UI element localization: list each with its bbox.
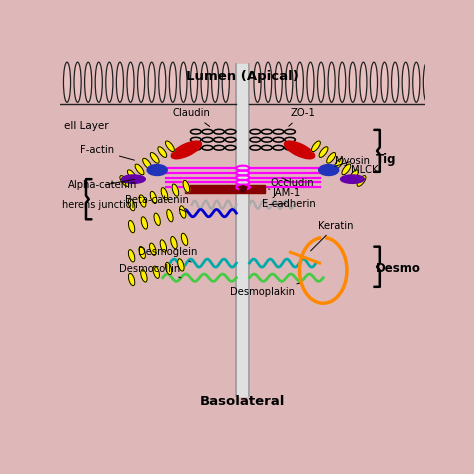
Ellipse shape xyxy=(319,164,339,175)
Ellipse shape xyxy=(178,259,184,271)
Text: Desmo: Desmo xyxy=(376,262,421,275)
Ellipse shape xyxy=(154,213,160,226)
Ellipse shape xyxy=(264,62,272,102)
Bar xyxy=(237,64,249,396)
Ellipse shape xyxy=(143,158,152,169)
Ellipse shape xyxy=(128,273,135,286)
Ellipse shape xyxy=(106,62,113,102)
Text: Claudin: Claudin xyxy=(173,109,211,127)
Ellipse shape xyxy=(296,62,303,102)
Ellipse shape xyxy=(141,270,147,282)
Ellipse shape xyxy=(240,186,246,192)
Text: Desmoplakin: Desmoplakin xyxy=(230,283,300,297)
Text: MLCK: MLCK xyxy=(351,165,378,175)
Ellipse shape xyxy=(128,250,135,262)
Ellipse shape xyxy=(181,233,188,246)
Ellipse shape xyxy=(286,62,293,102)
Bar xyxy=(184,185,265,193)
Ellipse shape xyxy=(150,191,157,203)
Ellipse shape xyxy=(318,62,325,102)
Ellipse shape xyxy=(74,62,81,102)
Ellipse shape xyxy=(307,62,314,102)
Ellipse shape xyxy=(171,141,201,159)
Text: Occludin: Occludin xyxy=(270,178,314,188)
Ellipse shape xyxy=(349,170,358,181)
Ellipse shape xyxy=(334,158,343,169)
Ellipse shape xyxy=(370,62,377,102)
Ellipse shape xyxy=(338,62,346,102)
Ellipse shape xyxy=(128,199,135,211)
Ellipse shape xyxy=(127,62,134,102)
Ellipse shape xyxy=(117,62,124,102)
Text: Beta-catenin: Beta-catenin xyxy=(125,195,189,212)
Text: Tig: Tig xyxy=(376,153,397,165)
Text: Lumen (Apical): Lumen (Apical) xyxy=(186,70,300,82)
Text: Desmocollin: Desmocollin xyxy=(119,264,181,278)
Ellipse shape xyxy=(402,62,409,102)
Ellipse shape xyxy=(191,62,198,102)
Ellipse shape xyxy=(327,153,336,163)
Ellipse shape xyxy=(165,263,172,275)
Ellipse shape xyxy=(169,62,176,102)
Ellipse shape xyxy=(150,153,159,163)
Ellipse shape xyxy=(311,141,320,152)
Ellipse shape xyxy=(150,243,156,255)
Ellipse shape xyxy=(254,62,261,102)
Ellipse shape xyxy=(180,62,187,102)
Ellipse shape xyxy=(148,62,155,102)
Ellipse shape xyxy=(180,206,186,218)
Ellipse shape xyxy=(128,170,137,181)
Text: ell Layer: ell Layer xyxy=(64,121,109,131)
Ellipse shape xyxy=(137,62,145,102)
Ellipse shape xyxy=(153,266,159,278)
Ellipse shape xyxy=(183,180,190,192)
Ellipse shape xyxy=(275,62,282,102)
Ellipse shape xyxy=(159,62,166,102)
Text: ZO-1: ZO-1 xyxy=(289,109,316,126)
Ellipse shape xyxy=(95,62,102,102)
Ellipse shape xyxy=(340,175,365,183)
Ellipse shape xyxy=(349,62,356,102)
Text: Desmoglein: Desmoglein xyxy=(138,247,198,262)
Ellipse shape xyxy=(172,184,179,196)
Ellipse shape xyxy=(158,147,167,157)
Text: Keratin: Keratin xyxy=(310,220,354,251)
Ellipse shape xyxy=(121,175,146,183)
Text: JAM-1: JAM-1 xyxy=(268,188,301,198)
Ellipse shape xyxy=(342,164,351,175)
Ellipse shape xyxy=(139,195,146,207)
Ellipse shape xyxy=(171,237,177,249)
Text: F-actin: F-actin xyxy=(80,145,135,160)
Ellipse shape xyxy=(413,62,420,102)
Ellipse shape xyxy=(120,176,129,186)
Ellipse shape xyxy=(357,176,366,186)
Text: E-cadherin: E-cadherin xyxy=(262,199,315,209)
Ellipse shape xyxy=(64,62,71,102)
Ellipse shape xyxy=(360,62,367,102)
Ellipse shape xyxy=(167,210,173,222)
Text: Basolateral: Basolateral xyxy=(200,395,286,408)
Ellipse shape xyxy=(222,62,229,102)
Ellipse shape xyxy=(381,62,388,102)
Ellipse shape xyxy=(147,164,167,175)
Ellipse shape xyxy=(165,141,174,152)
Ellipse shape xyxy=(85,62,92,102)
Ellipse shape xyxy=(160,240,166,252)
Text: Myosin: Myosin xyxy=(335,156,370,166)
Ellipse shape xyxy=(141,217,147,229)
Ellipse shape xyxy=(284,141,315,159)
Ellipse shape xyxy=(211,62,219,102)
Ellipse shape xyxy=(201,62,208,102)
Ellipse shape xyxy=(161,188,168,200)
Ellipse shape xyxy=(128,220,135,233)
Ellipse shape xyxy=(423,62,430,102)
Ellipse shape xyxy=(319,147,328,157)
Ellipse shape xyxy=(135,164,144,175)
Ellipse shape xyxy=(392,62,399,102)
Ellipse shape xyxy=(328,62,335,102)
Ellipse shape xyxy=(139,246,146,259)
Text: Alpha-catenin: Alpha-catenin xyxy=(68,179,137,191)
Text: herens junction: herens junction xyxy=(62,200,138,210)
